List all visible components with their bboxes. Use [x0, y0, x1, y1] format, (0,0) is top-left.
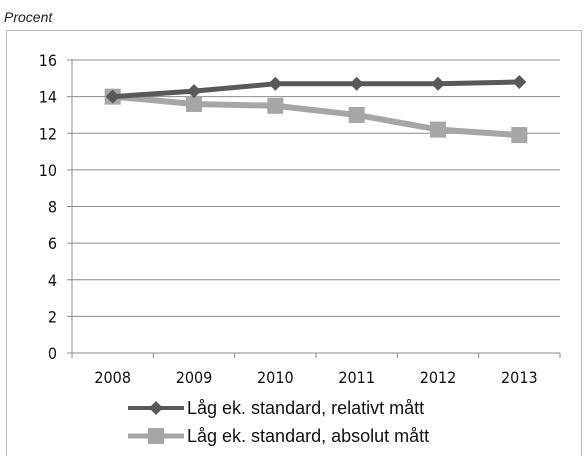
data-point: [431, 76, 445, 91]
data-point: [348, 106, 365, 123]
y-tick-label: 8: [48, 198, 57, 217]
square-marker-icon: [148, 428, 164, 444]
data-point: [512, 74, 527, 89]
legend-label: Låg ek. standard, absolut mått: [187, 426, 429, 446]
y-axis-unit-label: Procent: [4, 9, 53, 25]
diamond-marker-icon: [149, 401, 163, 415]
series-relative: [105, 74, 527, 104]
legend-item: Låg ek. standard, absolut mått: [128, 426, 429, 446]
x-tick-label: 2008: [94, 368, 131, 387]
y-tick-label: 14: [39, 88, 57, 107]
series-absolute: [104, 88, 528, 144]
x-tick-label: 2013: [501, 368, 538, 387]
x-tick-label: 2009: [176, 368, 213, 387]
data-point: [430, 121, 446, 138]
data-point: [187, 84, 201, 99]
series-line: [112, 79, 520, 100]
x-tick-label: 2010: [257, 368, 294, 387]
y-tick-label: 6: [48, 234, 57, 253]
series-layer: [104, 74, 528, 144]
x-tick-label: 2012: [420, 368, 457, 387]
data-point: [105, 89, 120, 104]
y-tick-label: 4: [48, 271, 57, 290]
data-point: [268, 76, 283, 91]
y-tick-label: 12: [39, 124, 57, 143]
data-point: [349, 76, 364, 91]
data-point: [186, 95, 202, 112]
data-point: [511, 127, 528, 144]
legend-item: Låg ek. standard, relativt mått: [128, 398, 424, 418]
data-point: [267, 97, 284, 114]
y-tick-label: 10: [39, 161, 57, 180]
axes: 0 2 4 6 8 10 12 14 16 2008 2009 2010 2011 2012 2013: [39, 51, 561, 387]
y-tick-label: 16: [39, 51, 57, 70]
y-tick-label: 2: [48, 307, 57, 326]
series-line: [112, 93, 520, 139]
legend: Låg ek. standard, relativt mått Låg ek. s…: [128, 398, 429, 446]
y-tick-label: 0: [48, 344, 57, 363]
x-tick-label: 2011: [338, 368, 375, 387]
chart-frame: [6, 30, 582, 456]
legend-label: Låg ek. standard, relativt mått: [187, 398, 424, 418]
